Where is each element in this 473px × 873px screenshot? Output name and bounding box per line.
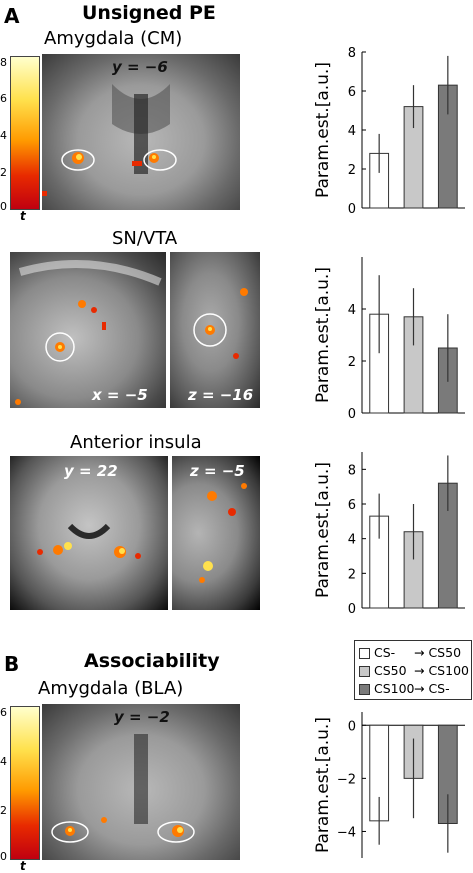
y-tick-label: 6: [348, 85, 356, 100]
y-axis-label: Param.est.[a.u.]: [313, 462, 333, 598]
bar-chart-amygdala-bla: 0 −2 −4 Param.est.[a.u.]: [313, 712, 465, 858]
panel-b-title: Associability: [84, 650, 220, 672]
coord-label: y = −6: [112, 58, 168, 76]
brain-image-insula-coronal: y = 22: [10, 456, 168, 610]
region-title-anterior-insula: Anterior insula: [70, 432, 202, 453]
y-axis-label: Param.est.[a.u.]: [313, 62, 333, 198]
brain-image-sn-vta-axial: z = −16: [170, 252, 260, 408]
colorbar-b: [10, 706, 40, 860]
colorbar-b-tick: 0: [0, 850, 7, 863]
brain-overlay-insula-axial: [199, 483, 247, 583]
colorbar-a-tick: 4: [0, 129, 7, 142]
colorbar-b-tick: 4: [0, 755, 7, 768]
legend-item: CS100→ CS-: [359, 681, 450, 696]
y-axis-label: Param.est.[a.u.]: [313, 267, 333, 403]
y-tick-label: −4: [337, 825, 356, 840]
y-axis-label: Param.est.[a.u.]: [313, 717, 333, 853]
region-title-sn-vta: SN/VTA: [112, 228, 178, 249]
colorbar-b-label: t: [20, 859, 26, 873]
colorbar-a-tick: 0: [0, 200, 7, 213]
legend-item: CS- → CS50: [359, 645, 461, 660]
colorbar-b-tick: 6: [0, 706, 7, 719]
y-tick-label: 4: [348, 533, 356, 548]
legend-arrow: →: [413, 681, 425, 696]
y-tick-label: 6: [348, 498, 356, 513]
brain-image-sn-vta-sagittal: x = −5: [10, 252, 166, 408]
coord-label: x = −5: [92, 386, 148, 404]
bar-chart-anterior-insula: 0 2 4 6 8 Param.est.[a.u.]: [313, 452, 465, 617]
legend-from: CS50: [373, 663, 407, 678]
colorbar-a-tick: 2: [0, 166, 7, 179]
panel-b-letter: B: [4, 652, 20, 676]
y-tick-label: 4: [348, 303, 356, 318]
coord-label: z = −16: [188, 386, 254, 404]
y-tick-label: 2: [348, 355, 356, 370]
legend-from: CS100: [373, 681, 415, 696]
brain-image-amygdala-cm: y = −6: [42, 54, 240, 210]
y-tick-label: 0: [348, 407, 356, 422]
legend-swatch: [359, 666, 370, 677]
y-tick-label: 0: [348, 719, 356, 734]
brain-overlay-insula-coronal: [37, 523, 141, 559]
colorbar-a-label: t: [20, 209, 26, 223]
legend-to: CS50: [428, 645, 462, 660]
legend-from: CS-: [373, 645, 396, 660]
y-tick-label: 0: [348, 602, 356, 617]
legend-arrow: →: [413, 645, 425, 660]
panel-a-title: Unsigned PE: [82, 2, 216, 24]
legend-arrow: →: [413, 663, 425, 678]
coord-label: y = −2: [114, 708, 170, 726]
legend-swatch: [359, 648, 370, 659]
legend-to: CS-: [428, 681, 450, 696]
y-tick-label: 4: [348, 124, 356, 139]
coord-label: y = 22: [64, 462, 118, 480]
legend-item: CS50 → CS100: [359, 663, 469, 678]
legend-to: CS100: [428, 663, 469, 678]
brain-overlay-sn-vta-sagittal: [15, 260, 162, 405]
colorbar-a: [10, 56, 40, 210]
y-tick-label: 2: [348, 163, 356, 178]
y-tick-label: 8: [348, 463, 356, 478]
y-tick-label: 2: [348, 567, 356, 582]
brain-image-insula-axial: z = −5: [172, 456, 260, 610]
region-title-amygdala-bla: Amygdala (BLA): [38, 678, 184, 699]
colorbar-a-tick: 6: [0, 92, 7, 105]
brain-overlay-amygdala-cm: [42, 84, 177, 196]
brain-overlay-amygdala-bla: [51, 734, 195, 843]
y-tick-label: −2: [337, 772, 356, 787]
region-title-amygdala-cm: Amygdala (CM): [44, 28, 183, 49]
y-tick-label: 8: [348, 46, 356, 61]
legend: CS- → CS50 CS50 → CS100 CS100→ CS-: [354, 640, 472, 700]
brain-image-amygdala-bla: y = −2: [42, 704, 240, 860]
legend-swatch: [359, 684, 370, 695]
bar-chart-amygdala-cm: 0 2 4 6 8 Param.est.[a.u.]: [313, 46, 465, 217]
colorbar-b-tick: 2: [0, 804, 7, 817]
brain-overlay-sn-vta-axial: [193, 288, 248, 359]
colorbar-a-tick: 8: [0, 56, 7, 69]
y-tick-label: 0: [348, 202, 356, 217]
panel-a-letter: A: [4, 4, 20, 28]
coord-label: z = −5: [190, 462, 245, 480]
bar-chart-sn-vta: 0 2 4 Param.est.[a.u.]: [313, 257, 465, 422]
